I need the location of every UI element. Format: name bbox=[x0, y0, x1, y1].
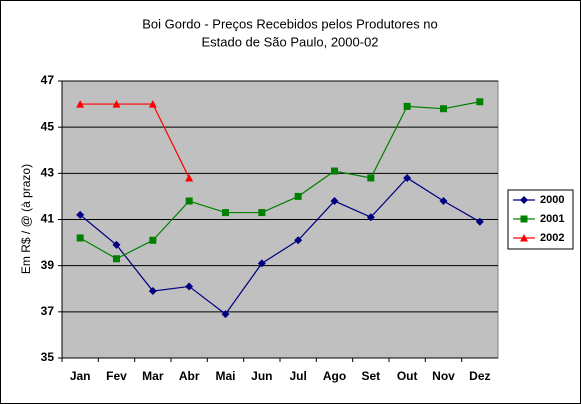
point bbox=[148, 287, 157, 296]
x-tick-label: Fev bbox=[106, 369, 127, 383]
point bbox=[294, 192, 302, 200]
legend-marker bbox=[520, 215, 528, 223]
point bbox=[113, 255, 120, 263]
chart-subtitle: Estado de São Paulo, 2000-02 bbox=[201, 34, 378, 49]
point bbox=[367, 174, 375, 182]
legend-label: 2002 bbox=[540, 232, 564, 244]
point bbox=[403, 173, 412, 182]
y-tick-label: 35 bbox=[41, 350, 55, 364]
point bbox=[258, 209, 266, 217]
x-tick-label: Jul bbox=[289, 369, 306, 383]
x-tick-label: Dez bbox=[469, 369, 490, 383]
x-tick-label: Ago bbox=[323, 369, 346, 383]
point bbox=[403, 102, 411, 110]
point bbox=[366, 213, 375, 222]
y-tick-label: 43 bbox=[41, 166, 55, 180]
y-tick-label: 47 bbox=[41, 73, 55, 87]
legend-label: 2000 bbox=[540, 194, 564, 206]
legend-label: 2001 bbox=[540, 213, 564, 225]
series-line bbox=[79, 177, 481, 315]
x-tick-label: Mai bbox=[215, 369, 235, 383]
x-tick-label: Out bbox=[397, 369, 418, 383]
point bbox=[76, 234, 84, 242]
x-tick-label: Set bbox=[361, 369, 380, 383]
chart-title: Boi Gordo - Preços Recebidos pelos Produ… bbox=[142, 16, 438, 31]
point bbox=[76, 210, 85, 219]
series-line bbox=[79, 101, 480, 260]
point bbox=[222, 209, 229, 217]
point bbox=[185, 173, 194, 182]
point bbox=[221, 310, 230, 319]
point bbox=[149, 236, 157, 244]
x-tick-label: Abr bbox=[179, 369, 200, 383]
legend-marker bbox=[520, 234, 528, 242]
point bbox=[475, 217, 484, 226]
point bbox=[330, 197, 339, 206]
y-axis-label: Em R$ / @ (à prazo) bbox=[19, 164, 33, 274]
x-tick-label: Jan bbox=[70, 369, 91, 383]
point bbox=[439, 197, 448, 206]
point bbox=[185, 282, 194, 291]
point bbox=[257, 259, 266, 268]
point bbox=[148, 100, 157, 108]
point bbox=[331, 167, 338, 175]
x-tick-label: Nov bbox=[432, 369, 455, 383]
y-tick-label: 45 bbox=[41, 119, 55, 133]
point bbox=[294, 236, 303, 245]
point bbox=[185, 197, 193, 205]
point bbox=[476, 98, 484, 106]
point bbox=[76, 100, 85, 108]
x-tick-label: Jun bbox=[251, 369, 272, 383]
point bbox=[440, 105, 447, 113]
legend-marker bbox=[520, 196, 528, 204]
x-tick-label: Mar bbox=[142, 369, 164, 383]
point bbox=[112, 240, 121, 249]
y-tick-label: 39 bbox=[41, 258, 55, 272]
point bbox=[112, 100, 121, 108]
series-line bbox=[80, 103, 190, 179]
y-tick-label: 37 bbox=[41, 304, 55, 318]
y-tick-label: 41 bbox=[41, 212, 55, 226]
